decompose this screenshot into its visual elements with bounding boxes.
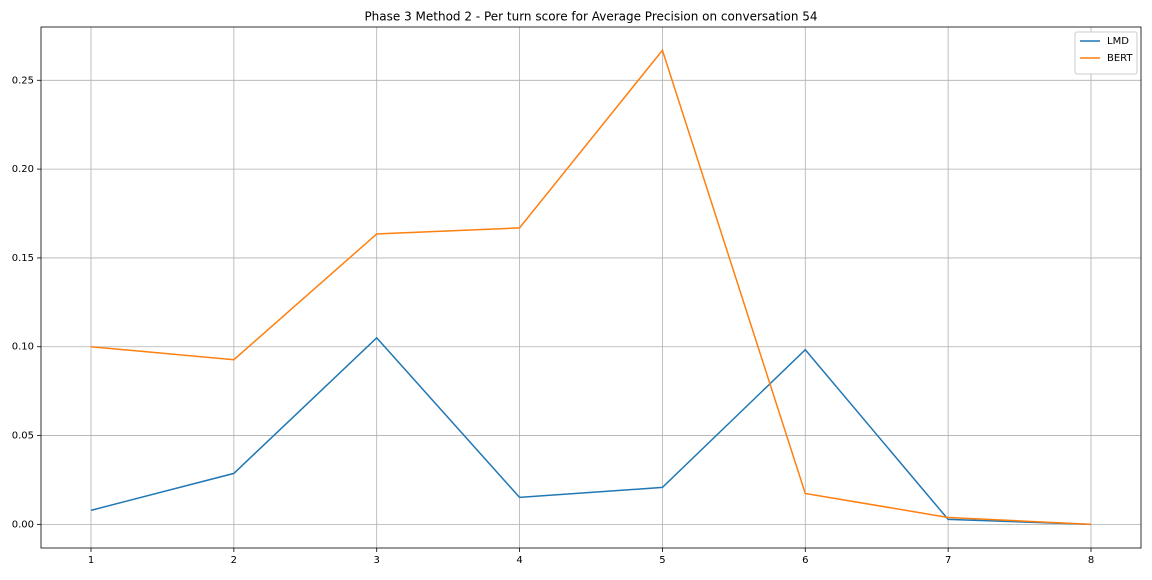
x-tick-label: 3 (374, 555, 380, 566)
legend-box (1074, 31, 1138, 75)
x-tick-label: 5 (659, 555, 665, 566)
x-tick-label: 8 (1088, 555, 1094, 566)
y-tick-label: 0.05 (12, 431, 34, 442)
y-tick-label: 0.15 (12, 253, 34, 264)
y-tick-label: 0.25 (12, 75, 34, 86)
series-line (90, 48, 1092, 526)
x-tick-label: 2 (231, 555, 237, 566)
series-line (90, 336, 1092, 526)
legend-label: BERT (1107, 53, 1133, 64)
x-tick-label: 7 (945, 555, 951, 566)
y-tick-label: 0.00 (12, 519, 34, 530)
chart-title: Phase 3 Method 2 - Per turn score for Av… (364, 10, 817, 24)
x-tick-label: 1 (88, 555, 94, 566)
legend-label: LMD (1107, 36, 1129, 47)
plot-frame (40, 26, 1142, 549)
y-tick-label: 0.20 (12, 164, 34, 175)
legend: LMD BERT (1074, 31, 1138, 75)
x-tick-label: 4 (516, 555, 522, 566)
y-tick-label: 0.10 (12, 342, 34, 353)
x-tick-label: 6 (802, 555, 808, 566)
